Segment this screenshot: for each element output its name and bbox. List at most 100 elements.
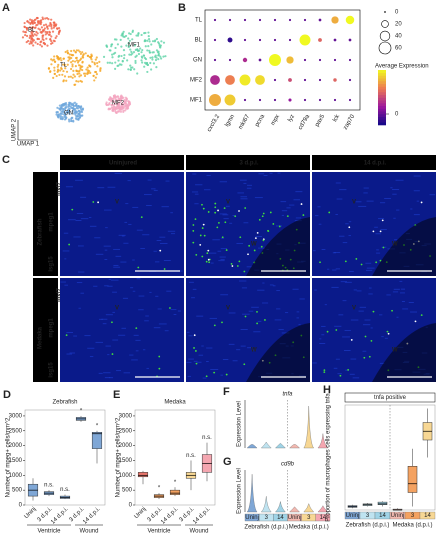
cell-signal <box>386 330 389 333</box>
cell-point <box>24 31 28 34</box>
group-label: Zebrafish (d.p.i.) <box>244 525 288 531</box>
tissue-texture <box>80 196 87 198</box>
cell-point <box>144 31 147 35</box>
cell-signal <box>300 203 303 205</box>
cell-point <box>36 32 39 35</box>
x-tick-label: Uninj <box>24 506 38 520</box>
tissue-texture <box>392 189 400 191</box>
group-label: Medaka (d.p.i.) <box>289 525 329 531</box>
cell-point <box>27 21 30 24</box>
tissue-texture <box>276 308 281 310</box>
tissue-texture <box>386 294 391 296</box>
tissue-texture <box>333 252 341 254</box>
cell-point <box>76 72 79 76</box>
cell-point <box>159 55 162 58</box>
tissue-texture <box>80 218 89 220</box>
cell-point <box>52 26 55 29</box>
tissue-texture <box>349 373 355 375</box>
tissue-texture <box>375 233 381 235</box>
tissue-texture <box>202 377 207 379</box>
cell-point <box>155 49 159 52</box>
cell-point <box>63 63 66 66</box>
dot <box>258 18 262 22</box>
cell-point <box>127 103 130 106</box>
tissue-texture <box>188 358 194 360</box>
cell-point <box>56 55 59 59</box>
marker-V: V <box>226 200 230 206</box>
tissue-texture <box>335 213 338 215</box>
tissue-texture <box>413 190 420 192</box>
cell-point <box>33 33 36 36</box>
cell-point <box>162 55 165 58</box>
tissue-texture <box>68 219 76 221</box>
cell-point <box>140 51 143 54</box>
cell-point <box>105 44 108 48</box>
cell-point <box>81 55 84 58</box>
x-tick-label: 14 <box>424 513 431 519</box>
cell-point <box>70 56 73 60</box>
cell-point <box>129 48 132 51</box>
cell-point <box>30 20 34 23</box>
tissue-texture <box>339 189 347 191</box>
cell-point <box>53 72 56 75</box>
cell-point <box>64 113 67 117</box>
tissue-texture <box>143 194 152 196</box>
tissue-texture <box>114 172 122 174</box>
chart-title: tnfa positive <box>374 395 407 401</box>
dot <box>318 38 322 42</box>
cell-signal <box>225 373 228 376</box>
cell-signal <box>201 255 204 258</box>
cell-point <box>120 34 123 37</box>
tissue-texture <box>195 184 203 186</box>
cell-point <box>120 103 123 106</box>
cell-point <box>128 53 131 56</box>
row-header-bg <box>33 172 58 276</box>
tissue-texture <box>336 198 343 200</box>
dot <box>288 98 292 102</box>
cell-point <box>54 36 57 40</box>
marker-V: V <box>352 306 356 312</box>
cell-signal <box>364 335 367 338</box>
tissue-texture <box>246 187 252 189</box>
x-tick-label: 3 <box>366 513 370 519</box>
tissue-texture <box>219 181 227 183</box>
dot <box>348 78 352 82</box>
tissue-texture <box>368 287 372 289</box>
cell-signal <box>137 266 140 269</box>
tissue-texture <box>136 229 143 231</box>
tissue-texture <box>356 290 362 292</box>
gene-label: pax5 <box>314 113 326 128</box>
cell-point <box>110 99 113 102</box>
cell-point <box>72 102 75 105</box>
tissue-texture <box>393 288 400 290</box>
tissue-texture <box>192 288 197 290</box>
cell-signal <box>65 334 68 337</box>
gene-label: mki67 <box>238 113 252 130</box>
tissue-texture <box>281 332 290 334</box>
tissue-texture <box>314 289 317 291</box>
tissue-texture <box>155 295 159 297</box>
tissue-texture <box>94 237 101 239</box>
tissue-texture <box>324 304 327 306</box>
cell-signal <box>370 339 373 342</box>
colorbar-cell <box>378 122 386 126</box>
cell-point <box>127 42 130 45</box>
cell-point <box>148 49 151 52</box>
panel-label: H <box>323 384 331 396</box>
tissue-texture <box>392 193 397 195</box>
tissue-texture <box>296 311 300 313</box>
cell-point <box>147 31 150 34</box>
cell-signal <box>214 202 217 205</box>
cell-point <box>53 22 56 26</box>
dot <box>273 38 277 42</box>
cell-point <box>64 50 67 54</box>
dot <box>303 78 307 82</box>
dot <box>318 78 322 82</box>
colorbar-cell <box>378 81 386 85</box>
cell-point <box>86 66 89 69</box>
cell-signal <box>192 224 195 226</box>
dot <box>303 58 307 62</box>
y-tick-label: 0 <box>19 503 23 509</box>
cell-point <box>134 55 137 58</box>
cell-point <box>67 105 70 108</box>
